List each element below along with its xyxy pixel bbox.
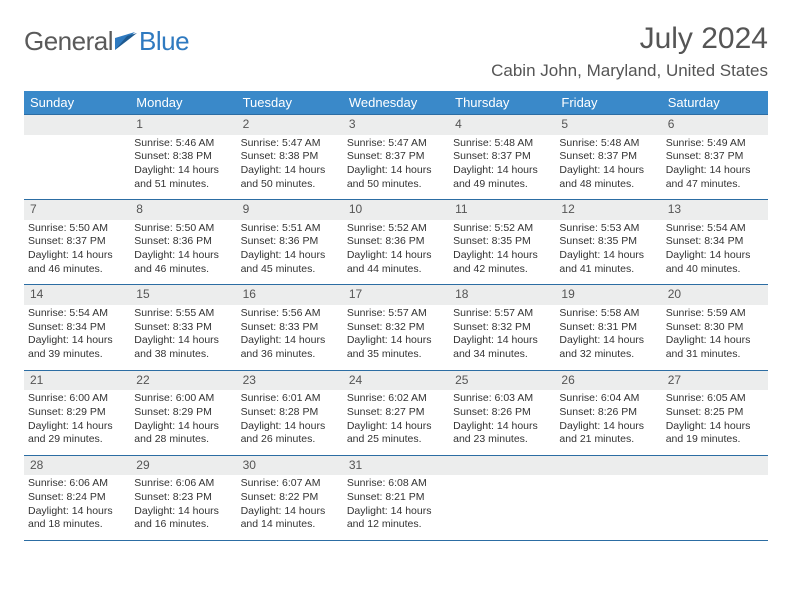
day-number-cell: 9 [237,200,343,220]
flag-icon [115,26,137,57]
day-data-cell [555,475,661,540]
day-data-cell: Sunrise: 5:47 AMSunset: 8:37 PMDaylight:… [343,135,449,200]
day-number-cell: 22 [130,370,236,390]
day-data-cell: Sunrise: 5:47 AMSunset: 8:38 PMDaylight:… [237,135,343,200]
day-data-cell: Sunrise: 5:57 AMSunset: 8:32 PMDaylight:… [449,305,555,370]
day-data-cell: Sunrise: 5:52 AMSunset: 8:35 PMDaylight:… [449,220,555,285]
day-number-cell: 14 [24,285,130,305]
day-number-cell: 26 [555,370,661,390]
day-number-cell: 30 [237,455,343,475]
column-header: Monday [130,91,236,115]
day-data-cell: Sunrise: 6:06 AMSunset: 8:23 PMDaylight:… [130,475,236,540]
column-header: Tuesday [237,91,343,115]
day-data-cell: Sunrise: 6:00 AMSunset: 8:29 PMDaylight:… [24,390,130,455]
day-number-cell: 29 [130,455,236,475]
day-number-cell: 12 [555,200,661,220]
day-data-cell: Sunrise: 5:57 AMSunset: 8:32 PMDaylight:… [343,305,449,370]
day-data-cell: Sunrise: 6:01 AMSunset: 8:28 PMDaylight:… [237,390,343,455]
day-number-cell: 4 [449,115,555,135]
day-data-cell: Sunrise: 6:02 AMSunset: 8:27 PMDaylight:… [343,390,449,455]
day-number-cell: 2 [237,115,343,135]
day-number-cell: 16 [237,285,343,305]
calendar-table: SundayMondayTuesdayWednesdayThursdayFrid… [24,91,768,541]
day-data-cell: Sunrise: 5:53 AMSunset: 8:35 PMDaylight:… [555,220,661,285]
brand-logo: General Blue [24,22,189,57]
day-data-cell: Sunrise: 5:54 AMSunset: 8:34 PMDaylight:… [24,305,130,370]
brand-part1: General [24,26,113,57]
day-data-cell: Sunrise: 5:48 AMSunset: 8:37 PMDaylight:… [449,135,555,200]
day-number-cell [662,455,768,475]
day-data-cell [662,475,768,540]
day-number-cell: 13 [662,200,768,220]
day-number-cell: 23 [237,370,343,390]
day-data-cell: Sunrise: 5:58 AMSunset: 8:31 PMDaylight:… [555,305,661,370]
day-data-cell: Sunrise: 5:59 AMSunset: 8:30 PMDaylight:… [662,305,768,370]
day-data-cell: Sunrise: 5:49 AMSunset: 8:37 PMDaylight:… [662,135,768,200]
page-title: July 2024 [640,22,768,56]
column-header: Thursday [449,91,555,115]
day-data-cell: Sunrise: 5:52 AMSunset: 8:36 PMDaylight:… [343,220,449,285]
day-number-cell [24,115,130,135]
day-number-cell: 11 [449,200,555,220]
day-number-cell [449,455,555,475]
column-header: Friday [555,91,661,115]
day-number-cell: 20 [662,285,768,305]
day-number-cell: 3 [343,115,449,135]
day-number-cell: 5 [555,115,661,135]
day-data-cell: Sunrise: 5:54 AMSunset: 8:34 PMDaylight:… [662,220,768,285]
day-number-cell: 25 [449,370,555,390]
day-number-cell: 10 [343,200,449,220]
day-number-cell: 1 [130,115,236,135]
day-number-cell: 8 [130,200,236,220]
day-data-cell: Sunrise: 6:05 AMSunset: 8:25 PMDaylight:… [662,390,768,455]
day-data-cell: Sunrise: 5:50 AMSunset: 8:37 PMDaylight:… [24,220,130,285]
day-data-cell [24,135,130,200]
day-data-cell: Sunrise: 6:00 AMSunset: 8:29 PMDaylight:… [130,390,236,455]
day-number-cell: 17 [343,285,449,305]
day-data-cell: Sunrise: 5:48 AMSunset: 8:37 PMDaylight:… [555,135,661,200]
day-number-cell: 7 [24,200,130,220]
day-data-cell: Sunrise: 5:50 AMSunset: 8:36 PMDaylight:… [130,220,236,285]
day-data-cell: Sunrise: 6:03 AMSunset: 8:26 PMDaylight:… [449,390,555,455]
day-data-cell: Sunrise: 6:07 AMSunset: 8:22 PMDaylight:… [237,475,343,540]
brand-part2: Blue [139,26,189,57]
day-number-cell: 27 [662,370,768,390]
day-number-cell [555,455,661,475]
day-number-cell: 24 [343,370,449,390]
day-number-cell: 15 [130,285,236,305]
day-data-cell: Sunrise: 6:06 AMSunset: 8:24 PMDaylight:… [24,475,130,540]
day-number-cell: 19 [555,285,661,305]
column-header: Sunday [24,91,130,115]
day-number-cell: 18 [449,285,555,305]
day-data-cell: Sunrise: 6:04 AMSunset: 8:26 PMDaylight:… [555,390,661,455]
column-header: Saturday [662,91,768,115]
day-number-cell: 6 [662,115,768,135]
column-header: Wednesday [343,91,449,115]
day-data-cell: Sunrise: 5:55 AMSunset: 8:33 PMDaylight:… [130,305,236,370]
day-data-cell: Sunrise: 5:46 AMSunset: 8:38 PMDaylight:… [130,135,236,200]
day-data-cell: Sunrise: 5:56 AMSunset: 8:33 PMDaylight:… [237,305,343,370]
day-number-cell: 21 [24,370,130,390]
day-number-cell: 31 [343,455,449,475]
day-data-cell: Sunrise: 5:51 AMSunset: 8:36 PMDaylight:… [237,220,343,285]
day-number-cell: 28 [24,455,130,475]
day-data-cell [449,475,555,540]
location-label: Cabin John, Maryland, United States [24,61,768,81]
day-data-cell: Sunrise: 6:08 AMSunset: 8:21 PMDaylight:… [343,475,449,540]
